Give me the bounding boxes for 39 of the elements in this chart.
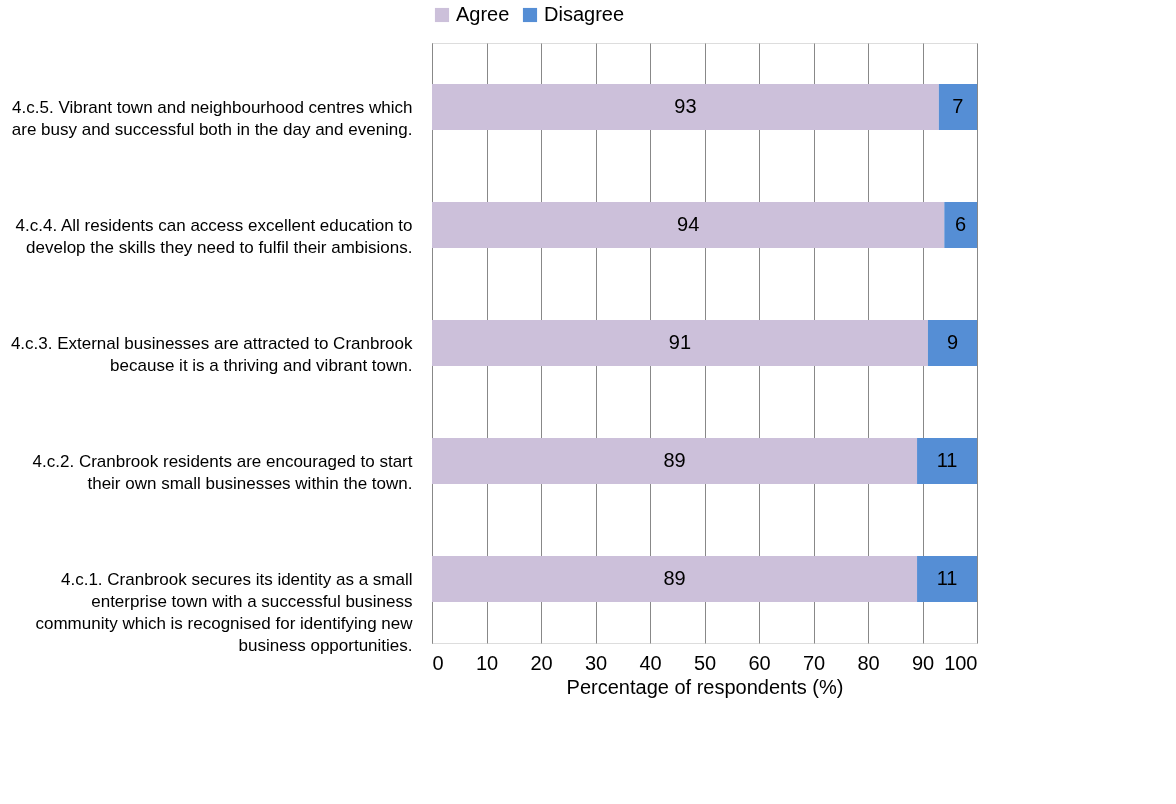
y-tick-label: 4.c.3. External businesses are attracted to Cranbrook because it is a thriving and vibrant town.: [10, 333, 413, 375]
bar: [938, 84, 977, 130]
bar: [432, 438, 918, 484]
bar: [432, 320, 928, 366]
x-axis-title: Percentage of respondents (%): [566, 675, 844, 698]
x-tick-label: 100: [944, 651, 978, 674]
bar: [917, 438, 977, 484]
bar: [927, 320, 977, 366]
x-tick-label: 40: [639, 651, 662, 674]
x-tick-label: 80: [857, 651, 880, 674]
data-label: 94: [677, 213, 700, 235]
x-tick-label: 60: [748, 651, 771, 674]
y-tick-label: 4.c.4. All residents can access excellent education to develop the skills they need to fulfil their ambisions.: [15, 215, 413, 257]
bar: [432, 202, 945, 248]
data-label: 91: [668, 331, 692, 353]
data-label: 9: [946, 331, 959, 353]
bar: [432, 84, 939, 130]
x-tick-label: 20: [530, 651, 553, 674]
x-tick-label: 50: [693, 651, 717, 674]
x-tick-label: 30: [584, 651, 608, 674]
x-tick-label: 10: [475, 651, 499, 674]
data-label: 89: [663, 449, 686, 471]
x-tick-label: 70: [802, 651, 826, 674]
y-tick-label: 4.c.2. Cranbrook residents are encouraged to start their own small businesses within the town.: [32, 451, 413, 493]
x-tick-label: 0: [432, 651, 444, 674]
data-label: 6: [955, 213, 967, 235]
data-label: 11: [936, 449, 958, 471]
bar: [432, 556, 918, 602]
legend-label: Disagree: [544, 3, 625, 25]
data-label: 93: [674, 95, 697, 117]
y-tick-label: 4.c.5. Vibrant town and neighbourhood centres which are busy and successful both in the day and evening.: [11, 97, 413, 139]
x-tick-label: 90: [911, 651, 935, 674]
bar: [944, 202, 977, 248]
data-label: 7: [952, 95, 964, 117]
legend-label: Agree: [456, 3, 510, 25]
bar: [917, 556, 977, 602]
data-label: 11: [936, 567, 958, 589]
data-label: 89: [663, 567, 686, 589]
y-tick-label: 4.c.1. Cranbrook secures its identity as a small enterprise town with a successful business community which is recognised for identifying new business opportunities.: [35, 569, 414, 655]
